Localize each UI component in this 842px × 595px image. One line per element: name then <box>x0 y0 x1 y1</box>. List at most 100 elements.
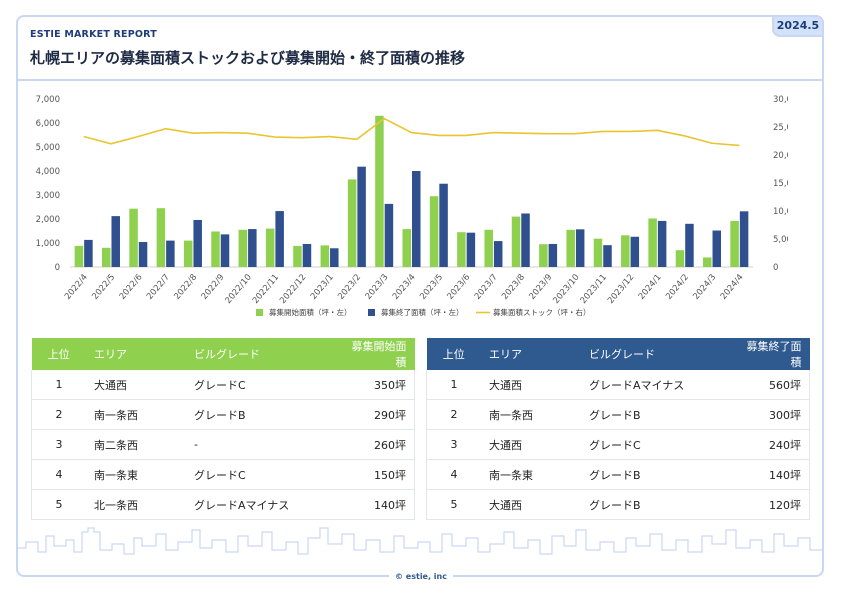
bar-end-area <box>111 216 120 267</box>
bar-end-area <box>521 213 530 267</box>
bar-end-area <box>412 171 421 267</box>
x-tick-label: 2022/6 <box>118 273 145 302</box>
bar-start-area <box>238 229 248 267</box>
area-cell: 南一条西 <box>86 399 186 430</box>
col-area: エリア <box>86 338 186 370</box>
table-row: 1 大通西 グレードAマイナス 560坪 <box>426 370 810 400</box>
x-tick-label: 2024/1 <box>637 273 664 302</box>
table-row: 2 南一条西 グレードB 290坪 <box>31 399 415 430</box>
col-grade: ビルグレード <box>186 338 342 370</box>
bar-start-area <box>730 220 739 267</box>
y-left-tick-label: 0 <box>55 263 60 273</box>
y-left-tick-label: 6,000 <box>36 119 60 129</box>
area-cell: 大通西 <box>481 489 581 520</box>
x-tick-label: 2022/5 <box>90 273 117 302</box>
x-tick-label: 2023/10 <box>551 273 581 306</box>
bar-start-area <box>648 218 657 267</box>
skyline-outline <box>16 527 824 562</box>
rank-cell: 2 <box>31 399 86 430</box>
stock-line <box>83 117 740 147</box>
table-header-row: 上位 エリア ビルグレード 募集終了面積 <box>426 338 810 370</box>
value-cell: 560坪 <box>737 370 810 400</box>
header: ESTIE MARKET REPORT 札幌エリアの募集面積ストックおよび募集開… <box>18 17 822 81</box>
x-tick-label: 2023/9 <box>528 273 555 302</box>
bar-end-area <box>384 203 394 267</box>
legend-start-area-swatch <box>256 309 263 316</box>
bar-start-area <box>101 247 111 267</box>
city-skyline-decoration <box>16 527 824 562</box>
grade-cell: グレードB <box>581 489 737 520</box>
grade-cell: グレードB <box>186 399 342 430</box>
col-rank: 上位 <box>426 338 481 370</box>
y-left-tick-label: 2,000 <box>36 215 60 225</box>
col-grade: ビルグレード <box>581 338 737 370</box>
bar-end-area <box>712 230 722 267</box>
rank-cell: 1 <box>426 370 481 400</box>
table-row: 3 南二条西 -260坪 <box>31 429 415 460</box>
bar-start-area <box>593 238 603 267</box>
table-row: 4 南一条東 グレードC 150坪 <box>31 459 415 490</box>
bar-start-area <box>293 245 302 267</box>
bar-start-area <box>211 231 220 267</box>
value-cell: 260坪 <box>342 429 415 460</box>
table-row: 4 南一条東 グレードB 140坪 <box>426 459 810 490</box>
copyright: © estie, inc <box>0 572 842 581</box>
table-row: 5 大通西 グレードB 120坪 <box>426 489 810 520</box>
bar-start-area <box>703 257 712 267</box>
x-tick-label: 2022/9 <box>200 273 227 302</box>
x-tick-label: 2024/3 <box>691 273 718 302</box>
legend-end-area-swatch <box>368 309 375 316</box>
bar-start-area <box>566 229 575 267</box>
area-cell: 南二条西 <box>86 429 186 460</box>
x-tick-label: 2024/4 <box>719 273 746 302</box>
rank-cell: 1 <box>31 370 86 400</box>
bar-end-area <box>575 229 585 267</box>
bar-start-area <box>511 216 521 267</box>
bar-start-area <box>429 196 439 267</box>
rank-cell: 4 <box>426 459 481 490</box>
rank-cell: 5 <box>31 489 86 520</box>
bar-end-area <box>739 211 749 267</box>
area-cell: 北一条西 <box>86 489 186 520</box>
legend-start-area-label: 募集開始面積（坪・左） <box>269 307 352 317</box>
x-tick-label: 2023/2 <box>336 273 363 302</box>
x-tick-label: 2023/8 <box>500 273 527 302</box>
grade-cell: グレードC <box>186 459 342 490</box>
y-right-tick-label: 5,000 <box>773 235 788 245</box>
x-tick-label: 2022/4 <box>63 273 90 302</box>
x-tick-label: 2022/10 <box>224 273 254 306</box>
value-cell: 140坪 <box>737 459 810 490</box>
bar-start-area <box>375 115 384 267</box>
bar-start-area <box>675 250 685 267</box>
x-tick-label: 2023/1 <box>309 273 336 302</box>
copyright-text: © estie, inc <box>389 572 453 581</box>
x-tick-label: 2023/7 <box>473 273 500 302</box>
y-right-tick-label: 15,000 <box>773 179 788 189</box>
x-tick-label: 2022/12 <box>278 273 308 306</box>
bar-start-area <box>265 228 275 267</box>
legend-end-area-label: 募集終了面積（坪・左） <box>381 307 464 317</box>
y-left-tick-label: 3,000 <box>36 191 60 201</box>
bar-start-area <box>539 244 548 267</box>
bar-end-area <box>630 236 640 267</box>
col-area: エリア <box>481 338 581 370</box>
bar-end-area <box>657 220 667 267</box>
col-rank: 上位 <box>31 338 86 370</box>
bar-end-area <box>138 242 148 267</box>
bar-end-area <box>84 239 93 267</box>
value-cell: 300坪 <box>737 399 810 430</box>
legend-stock-label: 募集面積ストック（坪・右） <box>493 307 591 317</box>
area-cell: 南一条東 <box>481 459 581 490</box>
x-tick-label: 2022/7 <box>145 273 172 302</box>
y-right-tick-label: 30,000 <box>773 95 788 105</box>
bar-end-area <box>685 223 694 267</box>
x-tick-label: 2023/4 <box>391 273 418 302</box>
rank-cell: 5 <box>426 489 481 520</box>
y-left-tick-label: 1,000 <box>36 239 60 249</box>
bar-end-area <box>357 166 366 267</box>
value-cell: 140坪 <box>342 489 415 520</box>
bar-end-area <box>248 229 257 267</box>
grade-cell: グレードB <box>581 459 737 490</box>
rank-cell: 4 <box>31 459 86 490</box>
bar-start-area <box>402 229 411 267</box>
